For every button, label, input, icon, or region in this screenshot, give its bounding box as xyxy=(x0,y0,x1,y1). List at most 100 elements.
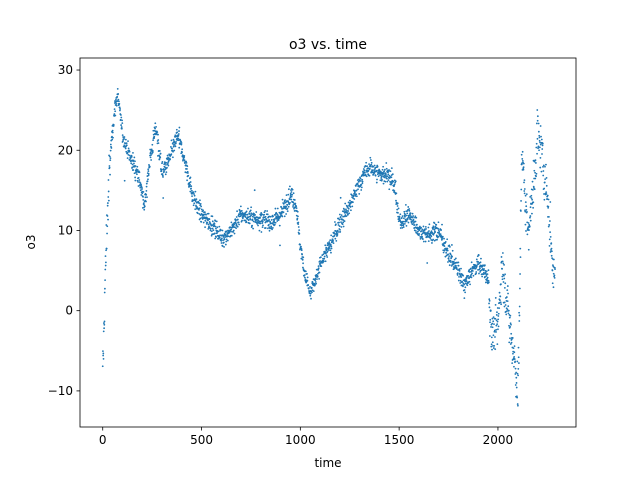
data-point xyxy=(245,210,248,213)
data-point xyxy=(130,162,133,165)
data-point xyxy=(531,212,533,215)
data-point xyxy=(360,183,363,186)
data-point xyxy=(211,220,214,223)
data-point xyxy=(189,190,192,193)
data-point xyxy=(214,220,217,222)
data-point xyxy=(409,212,412,215)
data-point xyxy=(150,148,153,151)
data-point xyxy=(140,194,143,196)
data-point xyxy=(328,247,331,250)
data-point xyxy=(547,225,550,228)
data-point xyxy=(178,130,180,132)
data-point xyxy=(332,242,335,245)
data-point xyxy=(526,221,529,224)
data-point xyxy=(117,98,120,101)
data-point xyxy=(200,220,203,223)
data-point xyxy=(452,260,455,263)
data-point xyxy=(198,213,201,215)
data-point xyxy=(263,211,266,214)
data-point xyxy=(220,237,223,240)
y-tick-label: −10 xyxy=(48,384,73,398)
data-point xyxy=(303,274,306,277)
data-point xyxy=(525,205,528,208)
data-point xyxy=(509,314,512,317)
data-point xyxy=(218,236,221,239)
data-point xyxy=(408,209,411,212)
data-point xyxy=(518,305,521,308)
data-point xyxy=(433,239,436,242)
data-point xyxy=(496,307,499,309)
data-point xyxy=(493,329,496,332)
data-point xyxy=(468,271,471,273)
data-point xyxy=(123,136,126,138)
data-point xyxy=(215,227,217,230)
data-point xyxy=(464,291,467,294)
data-point xyxy=(515,371,518,374)
data-point xyxy=(342,221,345,224)
data-point xyxy=(479,267,481,270)
data-point xyxy=(330,234,333,237)
data-point xyxy=(325,248,328,251)
data-point xyxy=(410,221,413,224)
data-point xyxy=(540,135,542,138)
data-point xyxy=(517,346,520,349)
data-point xyxy=(433,228,436,231)
data-point xyxy=(123,179,126,182)
data-point xyxy=(526,210,528,213)
data-point xyxy=(528,229,530,231)
data-point xyxy=(510,332,513,335)
data-point xyxy=(223,246,225,248)
data-point xyxy=(274,207,277,210)
data-point xyxy=(211,215,214,218)
data-point xyxy=(147,170,150,172)
data-point xyxy=(532,188,534,191)
data-point xyxy=(492,316,495,318)
data-point xyxy=(372,165,375,168)
data-point xyxy=(534,177,537,180)
data-point xyxy=(163,170,165,173)
data-point xyxy=(124,147,127,150)
data-point xyxy=(422,240,425,243)
data-point xyxy=(196,212,199,215)
data-point xyxy=(451,244,453,246)
data-point xyxy=(317,267,320,270)
data-point xyxy=(498,291,501,294)
data-point xyxy=(302,266,304,269)
data-point xyxy=(269,215,272,218)
data-point xyxy=(460,284,463,287)
data-point xyxy=(549,201,552,203)
data-point xyxy=(300,245,302,248)
data-point xyxy=(215,220,218,223)
data-point xyxy=(515,376,518,379)
data-point xyxy=(447,261,449,263)
data-point xyxy=(495,328,498,331)
data-point xyxy=(199,214,202,216)
data-point xyxy=(330,251,332,254)
data-point xyxy=(224,236,226,238)
data-point xyxy=(137,176,140,179)
data-point xyxy=(413,224,416,226)
data-point xyxy=(397,211,399,214)
data-point xyxy=(174,142,177,145)
data-point xyxy=(549,231,552,234)
data-point xyxy=(520,200,522,202)
data-point xyxy=(198,208,200,211)
data-point xyxy=(329,239,332,242)
data-point xyxy=(332,240,335,242)
data-point xyxy=(350,209,352,212)
data-point xyxy=(500,283,502,286)
data-point xyxy=(488,299,491,302)
data-point xyxy=(389,181,392,184)
data-point xyxy=(250,212,253,215)
data-point xyxy=(160,170,163,173)
data-point xyxy=(158,158,161,161)
data-point xyxy=(410,218,412,221)
data-point xyxy=(406,217,409,220)
data-point xyxy=(260,214,262,217)
data-point xyxy=(145,193,148,196)
data-point xyxy=(346,206,349,208)
data-point xyxy=(519,273,521,275)
data-point xyxy=(538,139,541,142)
data-point xyxy=(497,315,500,317)
data-point xyxy=(307,287,310,290)
